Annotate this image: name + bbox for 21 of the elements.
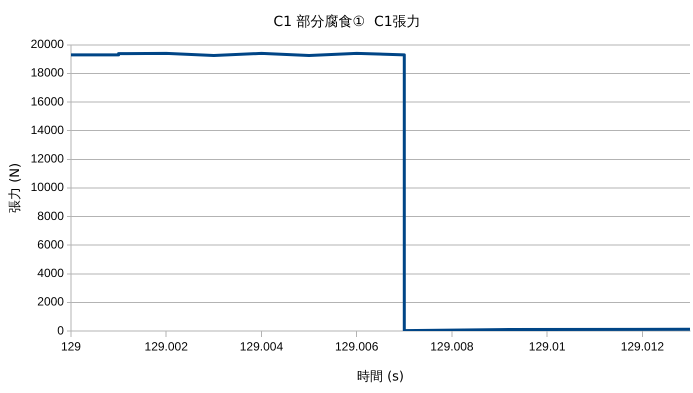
y-tick-label: 6000 [37, 237, 64, 252]
y-tick-label: 2000 [37, 294, 64, 309]
y-tick-label: 12000 [30, 152, 64, 166]
y-tick-label: 16000 [30, 94, 64, 108]
x-tick-label: 129.002 [144, 340, 188, 354]
y-tick-label: 20000 [30, 37, 64, 52]
y-tick-label: 18000 [30, 66, 64, 80]
y-tick-label: 8000 [37, 208, 64, 223]
y-tick-label: 10000 [30, 180, 64, 194]
y-tick-label: 4000 [37, 266, 64, 280]
x-tick-label: 129.012 [620, 340, 664, 354]
x-tick-label: 129.01 [528, 340, 566, 354]
x-axis-title: 時間 (s) [356, 370, 404, 385]
x-tick-label: 129.006 [334, 340, 379, 354]
x-tick-label: 129.004 [240, 340, 284, 354]
y-axis-title: 張力 (N) [8, 162, 24, 213]
x-tick-label: 129 [60, 340, 82, 354]
y-tick-label: 14000 [30, 122, 64, 137]
chart-title: C1 部分腐食① C1張力 [273, 14, 421, 30]
x-tick-label: 129.008 [430, 340, 474, 354]
y-tick-label: 0 [57, 323, 64, 338]
